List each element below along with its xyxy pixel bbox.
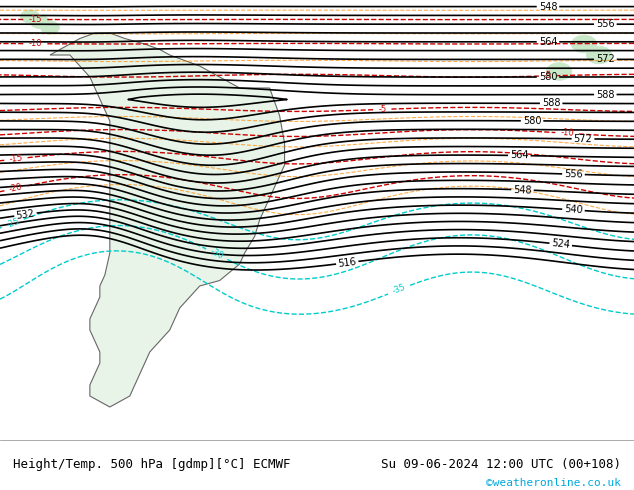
Text: 564: 564 — [510, 150, 529, 161]
Text: -35: -35 — [391, 283, 407, 296]
Text: 588: 588 — [596, 90, 614, 99]
Text: -15: -15 — [9, 154, 23, 164]
Circle shape — [41, 21, 60, 34]
Text: -30: -30 — [209, 247, 224, 261]
Text: 548: 548 — [513, 185, 532, 195]
Circle shape — [20, 10, 39, 23]
Text: 524: 524 — [551, 239, 571, 250]
Text: -25: -25 — [5, 217, 20, 230]
Text: -10: -10 — [29, 39, 42, 48]
Text: 532: 532 — [16, 208, 36, 221]
Text: 580: 580 — [523, 116, 541, 126]
Text: -5: -5 — [544, 71, 552, 80]
Text: -10: -10 — [560, 128, 574, 138]
Text: 572: 572 — [574, 134, 592, 144]
Circle shape — [30, 15, 49, 28]
Text: 548: 548 — [539, 1, 557, 12]
Text: 564: 564 — [539, 37, 557, 47]
Circle shape — [586, 46, 612, 64]
Text: Su 09-06-2024 12:00 UTC (00+108): Su 09-06-2024 12:00 UTC (00+108) — [381, 458, 621, 470]
Text: 572: 572 — [596, 54, 615, 64]
Text: 580: 580 — [539, 72, 557, 82]
Text: -15: -15 — [29, 15, 42, 24]
Circle shape — [547, 63, 572, 80]
Text: -5: -5 — [378, 105, 387, 114]
Text: 540: 540 — [564, 204, 583, 216]
Text: 556: 556 — [564, 169, 583, 179]
Polygon shape — [50, 33, 285, 407]
Text: 556: 556 — [596, 19, 614, 29]
Circle shape — [571, 35, 597, 53]
Text: ©weatheronline.co.uk: ©weatheronline.co.uk — [486, 477, 621, 488]
Text: 516: 516 — [337, 257, 357, 269]
Text: Height/Temp. 500 hPa [gdmp][°C] ECMWF: Height/Temp. 500 hPa [gdmp][°C] ECMWF — [13, 458, 290, 470]
Text: 588: 588 — [542, 98, 560, 108]
Text: -20: -20 — [8, 182, 23, 194]
